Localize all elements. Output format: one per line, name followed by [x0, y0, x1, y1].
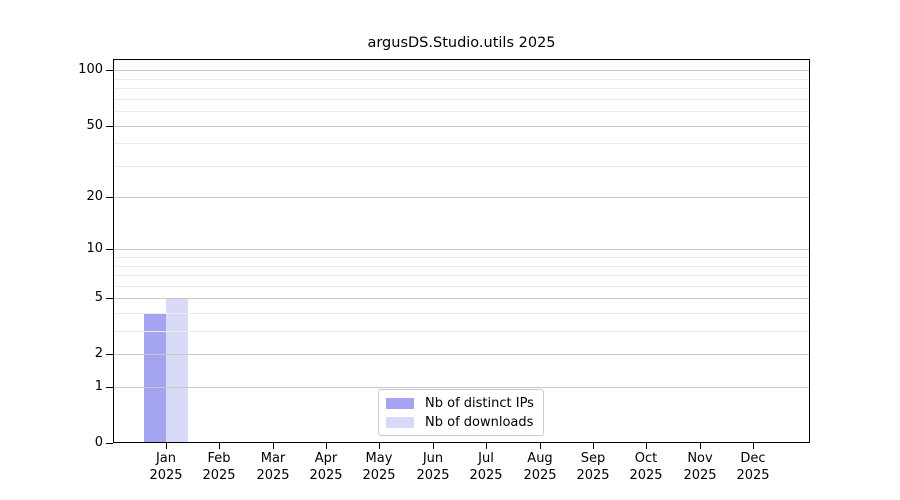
legend-item: Nb of distinct IPs — [386, 396, 535, 411]
chart-title: argusDS.Studio.utils 2025 — [367, 35, 556, 51]
bar-nb-of-distinct-ips-jan — [144, 313, 166, 443]
legend: Nb of distinct IPs Nb of downloads — [378, 389, 544, 436]
minor-gridline — [113, 99, 810, 100]
x-tick-label: Aug 2025 — [508, 451, 572, 484]
y-tick-label: 2 — [94, 346, 103, 361]
x-tick-month: Aug — [527, 451, 553, 466]
legend-swatch — [386, 397, 414, 409]
y-tick-mark — [106, 443, 113, 444]
x-tick-year: 2025 — [416, 467, 450, 483]
major-gridline — [113, 387, 810, 388]
y-tick-mark — [106, 298, 113, 299]
major-gridline — [113, 70, 810, 71]
major-gridline — [113, 249, 810, 250]
major-gridline — [113, 197, 810, 198]
major-gridline — [113, 126, 810, 127]
x-tick-label: Mar 2025 — [241, 451, 305, 484]
x-tick-mark — [646, 443, 647, 449]
x-tick-mark — [273, 443, 274, 449]
x-tick-mark — [593, 443, 594, 449]
y-tick-mark — [106, 197, 113, 198]
y-tick-label: 1 — [94, 379, 103, 394]
y-tick-label: 100 — [78, 62, 103, 77]
x-tick-month: Jun — [422, 451, 444, 466]
x-tick-label: Dec 2025 — [721, 451, 785, 484]
x-tick-mark — [540, 443, 541, 449]
y-tick-mark — [106, 354, 113, 355]
x-tick-label: Oct 2025 — [614, 451, 678, 484]
x-tick-year: 2025 — [736, 467, 770, 483]
legend-item: Nb of downloads — [386, 415, 535, 430]
y-tick-label: 10 — [86, 241, 103, 256]
x-tick-month: Oct — [634, 451, 658, 466]
x-tick-label: Nov 2025 — [668, 451, 732, 484]
x-tick-mark — [219, 443, 220, 449]
x-tick-mark — [486, 443, 487, 449]
x-tick-month: Mar — [260, 451, 286, 466]
minor-gridline — [113, 88, 810, 89]
minor-gridline — [113, 143, 810, 144]
legend-label: Nb of downloads — [425, 414, 534, 430]
x-tick-month: Dec — [740, 451, 766, 466]
minor-gridline — [113, 111, 810, 112]
x-tick-month: Nov — [687, 451, 713, 466]
x-tick-month: Jul — [478, 451, 494, 466]
x-tick-month: May — [365, 451, 393, 466]
x-tick-label: Sep 2025 — [561, 451, 625, 484]
x-tick-year: 2025 — [629, 467, 663, 483]
plot-area — [113, 59, 810, 443]
x-tick-mark — [433, 443, 434, 449]
x-tick-label: Jan 2025 — [134, 451, 198, 484]
legend-label: Nb of distinct IPs — [425, 395, 534, 411]
x-tick-label: May 2025 — [347, 451, 411, 484]
minor-gridline — [113, 266, 810, 267]
minor-gridline — [113, 79, 810, 80]
y-tick-mark — [106, 249, 113, 250]
x-tick-mark — [379, 443, 380, 449]
y-tick-label: 50 — [86, 118, 103, 133]
x-tick-year: 2025 — [683, 467, 717, 483]
y-tick-label: 0 — [94, 435, 103, 450]
minor-gridline — [113, 331, 810, 332]
major-gridline — [113, 354, 810, 355]
x-tick-mark — [166, 443, 167, 449]
x-tick-year: 2025 — [469, 467, 503, 483]
minor-gridline — [113, 257, 810, 258]
x-tick-month: Feb — [207, 451, 231, 466]
minor-gridline — [113, 313, 810, 314]
y-tick-label: 20 — [86, 189, 103, 204]
x-tick-month: Sep — [580, 451, 606, 466]
x-tick-year: 2025 — [523, 467, 557, 483]
major-gridline — [113, 298, 810, 299]
x-tick-month: Jan — [155, 451, 177, 466]
x-tick-mark — [700, 443, 701, 449]
x-tick-label: Jun 2025 — [401, 451, 465, 484]
x-tick-year: 2025 — [256, 467, 290, 483]
minor-gridline — [113, 275, 810, 276]
y-tick-mark — [106, 387, 113, 388]
minor-gridline — [113, 286, 810, 287]
x-tick-year: 2025 — [309, 467, 343, 483]
minor-gridline — [113, 166, 810, 167]
y-tick-label: 5 — [94, 290, 103, 305]
x-tick-mark — [326, 443, 327, 449]
x-tick-month: Apr — [314, 451, 338, 466]
y-tick-mark — [106, 126, 113, 127]
x-tick-mark — [753, 443, 754, 449]
x-tick-year: 2025 — [576, 467, 610, 483]
legend-swatch — [386, 416, 414, 428]
y-tick-mark — [106, 70, 113, 71]
x-tick-year: 2025 — [202, 467, 236, 483]
bar-nb-of-downloads-jan — [166, 298, 188, 443]
x-tick-year: 2025 — [149, 467, 183, 483]
x-tick-label: Feb 2025 — [187, 451, 251, 484]
x-tick-label: Apr 2025 — [294, 451, 358, 484]
x-tick-label: Jul 2025 — [454, 451, 518, 484]
x-tick-year: 2025 — [362, 467, 396, 483]
